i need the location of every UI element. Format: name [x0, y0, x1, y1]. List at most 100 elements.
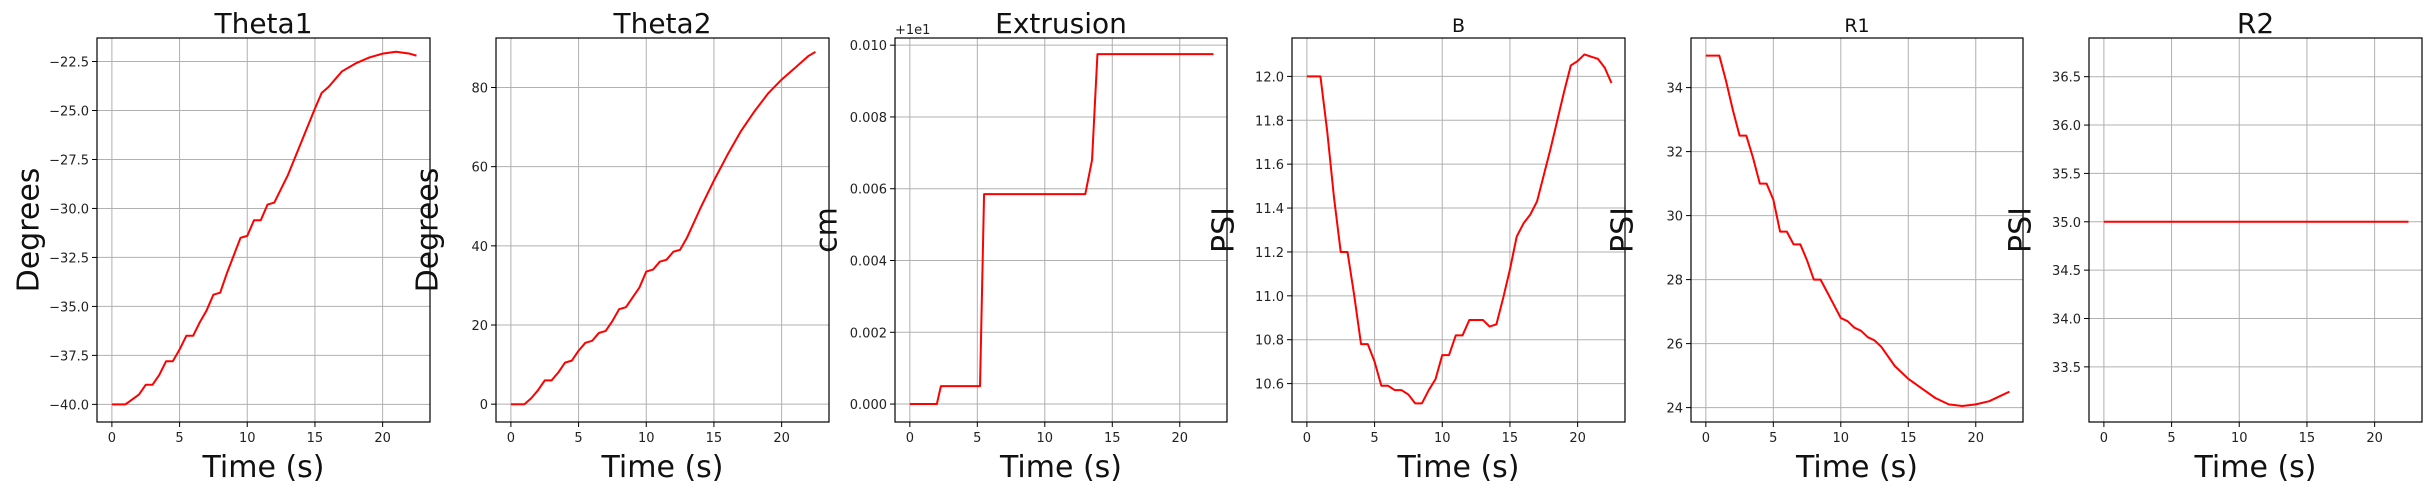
- x-axis-label: Time (s): [1795, 450, 1918, 485]
- x-axis-label: Time (s): [2194, 450, 2317, 485]
- y-tick-label: 40: [471, 240, 488, 255]
- x-axis-label: Time (s): [1397, 450, 1520, 485]
- x-axis-label: Time (s): [999, 450, 1122, 485]
- x-tick-label: 20: [2366, 431, 2383, 446]
- y-axis-label: PSI: [2004, 207, 2039, 253]
- y-tick-label: 20: [471, 319, 488, 334]
- axes-frame: [894, 37, 1228, 423]
- y-tick-label: 0.004: [850, 255, 887, 270]
- y-tick-label: 35.5: [2052, 167, 2081, 182]
- y-axis-label: Degrees: [12, 168, 47, 293]
- x-tick-label: 0: [2100, 431, 2108, 446]
- y-axis-label: cm: [810, 207, 845, 253]
- series-line: [510, 50, 816, 406]
- y-tick-label: 11.0: [1255, 290, 1284, 305]
- y-axis-label: Degrees: [411, 168, 446, 293]
- y-axis-label: PSI: [1606, 207, 1641, 253]
- x-tick-label: 0: [1702, 431, 1710, 446]
- chart-panel-4: 0 5 10 15 20 10.6 10.8 11.0 11.2 11.4 11.6 11.8 12.0…: [1207, 15, 1626, 485]
- y-tick-label: 60: [471, 161, 488, 176]
- y-offset-label: +1e1: [895, 23, 930, 38]
- y-tick-label: 11.2: [1255, 246, 1284, 261]
- chart-title: R2: [2237, 7, 2274, 40]
- x-tick-label: 5: [574, 431, 582, 446]
- y-tick-label: 34.5: [2052, 264, 2081, 279]
- x-tick-label: 0: [1303, 431, 1311, 446]
- y-tick-label: 28: [1666, 274, 1683, 289]
- y-tick-label: 36.0: [2052, 119, 2081, 134]
- x-tick-label: 10: [1434, 431, 1451, 446]
- x-tick-label: 0: [906, 431, 914, 446]
- y-tick-label: −35.0: [49, 300, 89, 315]
- x-tick-label: 15: [2299, 431, 2316, 446]
- y-axis-label: PSI: [1207, 207, 1242, 253]
- y-tick-label: 33.5: [2052, 361, 2081, 376]
- y-tick-label: 0.006: [850, 183, 887, 198]
- chart-title: Theta2: [612, 7, 711, 40]
- chart-title: R1: [1844, 15, 1869, 37]
- x-tick-label: 0: [108, 431, 116, 446]
- x-axis-label: Time (s): [601, 450, 724, 485]
- x-tick-label: 20: [374, 431, 391, 446]
- y-tick-label: 10.8: [1255, 334, 1284, 349]
- series-line: [1705, 54, 2010, 407]
- x-tick-label: 5: [1769, 431, 1777, 446]
- x-tick-label: 10: [2231, 431, 2248, 446]
- x-tick-label: 15: [1502, 431, 1519, 446]
- y-tick-label: 32: [1666, 146, 1683, 161]
- chart-panel-5: 0 5 10 15 20 24 26 28 30 32 34 R1 Time (s) PSI: [1606, 15, 2024, 485]
- y-tick-label: −37.5: [49, 349, 89, 364]
- y-tick-label: 34: [1666, 82, 1683, 97]
- x-tick-label: 10: [1833, 431, 1850, 446]
- chart-panel-6: 0 5 10 15 20 33.5 34.0 34.5 35.0 35.5 36.0 36.5 R2 Ti…: [2004, 7, 2423, 485]
- x-tick-label: 10: [1037, 431, 1054, 446]
- axes-frame: [1291, 37, 1626, 423]
- y-tick-label: 24: [1666, 402, 1683, 417]
- series-line: [111, 50, 417, 406]
- chart-panel-1: 0 5 10 15 20 −40.0 −37.5 −35.0 −32.5 −30.0 −27.5 −2…: [12, 7, 431, 485]
- x-tick-label: 15: [1900, 431, 1917, 446]
- chart-panel-3: 0 5 10 15 20 0.000 0.002 0.004 0.006 0.008 0.010 +1…: [810, 7, 1228, 485]
- y-tick-label: −27.5: [49, 153, 89, 168]
- y-tick-label: −40.0: [49, 398, 89, 413]
- x-tick-label: 20: [1967, 431, 1984, 446]
- y-tick-label: 30: [1666, 210, 1683, 225]
- y-tick-label: −30.0: [49, 202, 89, 217]
- axes-frame: [1690, 37, 2024, 423]
- x-tick-label: 5: [973, 431, 981, 446]
- y-tick-label: 11.6: [1255, 158, 1284, 173]
- x-tick-label: 20: [1569, 431, 1586, 446]
- x-tick-label: 5: [2167, 431, 2175, 446]
- y-tick-label: 34.0: [2052, 313, 2081, 328]
- y-tick-label: 26: [1666, 338, 1683, 353]
- x-axis-label: Time (s): [202, 450, 325, 485]
- chart-title: Theta1: [213, 7, 312, 40]
- x-tick-label: 0: [507, 431, 515, 446]
- y-tick-label: 11.8: [1255, 114, 1284, 129]
- x-tick-label: 5: [1370, 431, 1378, 446]
- axes-frame: [2088, 37, 2423, 423]
- x-tick-label: 10: [239, 431, 256, 446]
- y-tick-label: 0.002: [850, 326, 887, 341]
- x-tick-label: 20: [1171, 431, 1188, 446]
- y-tick-label: 0.008: [850, 111, 887, 126]
- y-tick-label: 35.0: [2052, 216, 2081, 231]
- axes-frame: [96, 37, 431, 423]
- y-tick-label: 11.4: [1255, 202, 1284, 217]
- x-tick-label: 15: [1104, 431, 1121, 446]
- x-tick-label: 15: [706, 431, 723, 446]
- x-tick-label: 10: [638, 431, 655, 446]
- y-tick-label: 12.0: [1255, 70, 1284, 85]
- y-tick-label: −22.5: [49, 56, 89, 71]
- x-tick-label: 15: [307, 431, 324, 446]
- chart-title: Extrusion: [995, 7, 1127, 40]
- y-tick-label: 36.5: [2052, 71, 2081, 86]
- y-tick-label: 0.010: [850, 39, 887, 54]
- series-line: [1306, 53, 1613, 405]
- y-tick-label: −32.5: [49, 251, 89, 266]
- x-tick-label: 5: [175, 431, 183, 446]
- axes-frame: [495, 37, 830, 423]
- y-tick-label: 0.000: [850, 398, 887, 413]
- chart-title: B: [1452, 15, 1465, 37]
